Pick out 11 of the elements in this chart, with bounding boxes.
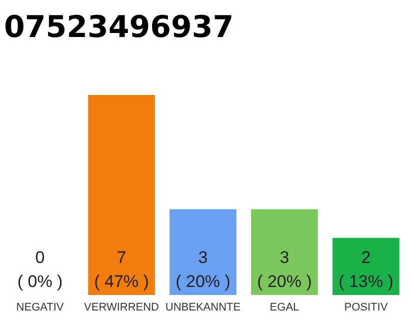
data-label: 3 ( 20% ) (257, 248, 312, 291)
data-label: 7 ( 47% ) (94, 248, 149, 291)
data-label: 0 ( 0% ) (17, 248, 63, 291)
x-tick-label: POSITIV (344, 302, 388, 314)
data-label: 2 ( 13% ) (338, 248, 394, 291)
x-tick-label: UNBEKANNTE (165, 302, 241, 314)
chart-title: 07523496937 (4, 10, 234, 45)
data-label: 3 ( 20% ) (176, 248, 230, 291)
x-tick-label: NEGATIV (16, 302, 64, 314)
x-tick-label: EGAL (270, 302, 300, 314)
x-tick-label: VERWIRREND (84, 302, 160, 314)
